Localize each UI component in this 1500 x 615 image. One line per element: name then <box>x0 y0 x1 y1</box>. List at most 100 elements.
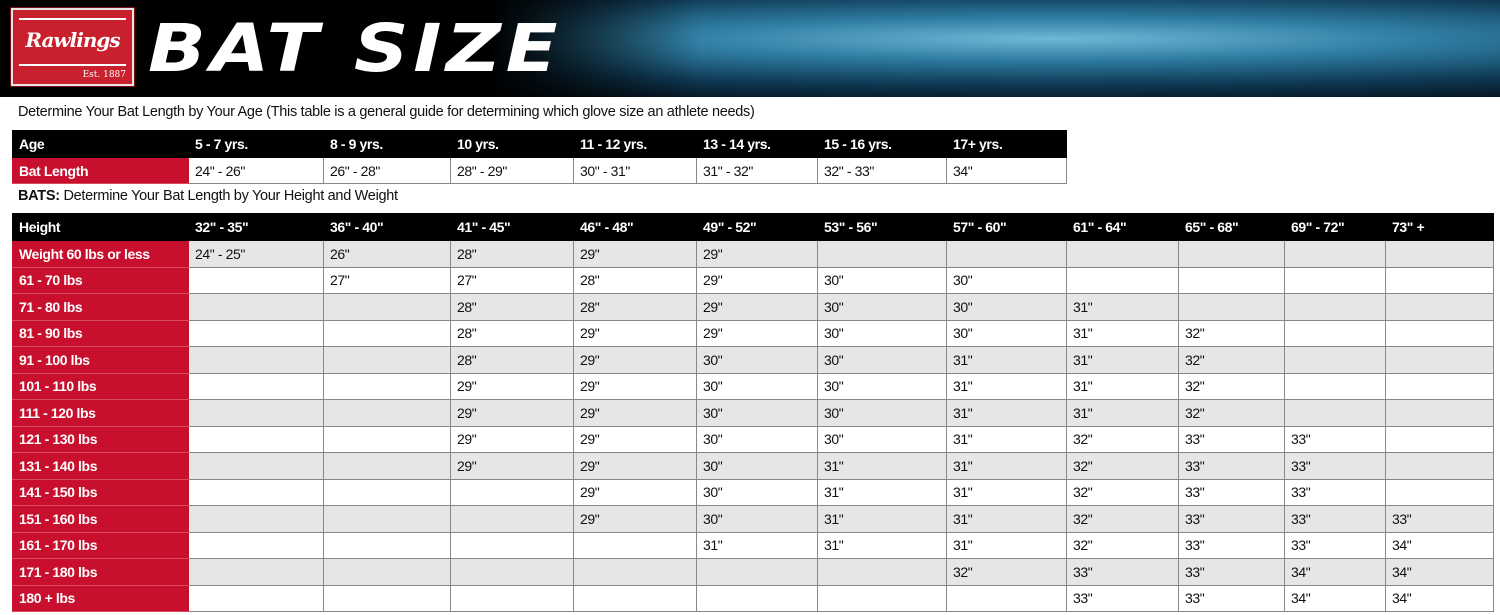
age-caption: Determine Your Bat Length by Your Age (T… <box>18 104 755 120</box>
weight-label: 121 - 130 lbs <box>12 425 189 453</box>
bat-length-cell <box>817 558 947 586</box>
bat-length-cell <box>188 399 324 427</box>
bat-length-cell <box>1385 452 1494 480</box>
bat-length-cell <box>323 346 451 374</box>
table-row: 121 - 130 lbs 29" 29" 30" 30" 31" 32" 33" 33" <box>12 425 1494 453</box>
table-row: 111 - 120 lbs 29" 29" 30" 30" 31" 31" 32" <box>12 399 1494 427</box>
bat-length-cell: 29" <box>696 266 818 294</box>
age-range: 10 yrs. <box>450 130 574 158</box>
height-range: 65" - 68" <box>1178 213 1285 241</box>
bat-length-cell <box>323 505 451 533</box>
bat-length-cell: 30" <box>946 266 1067 294</box>
bat-length-cell: 30" <box>817 266 947 294</box>
bat-length-cell <box>1178 266 1285 294</box>
weight-label: 171 - 180 lbs <box>12 558 189 586</box>
bat-length-cell: 29" <box>573 478 697 506</box>
height-range: 53" - 56" <box>817 213 947 241</box>
bat-length-cell <box>1284 293 1386 321</box>
brand-est: Est. 1887 <box>82 70 126 80</box>
bat-length-cell: 28" <box>450 346 574 374</box>
bat-length-cell <box>188 505 324 533</box>
bat-length-cell: 31" <box>946 531 1067 559</box>
bat-length-cell <box>188 372 324 400</box>
age-range: 8 - 9 yrs. <box>323 130 451 158</box>
bat-length-cell <box>323 425 451 453</box>
bat-length-cell: 33" <box>1178 584 1285 612</box>
weight-label: 180 + lbs <box>12 584 189 612</box>
bat-length-cell <box>1385 346 1494 374</box>
bat-length-cell: 28" <box>450 293 574 321</box>
bat-length-cell: 30" <box>946 293 1067 321</box>
height-range: 46" - 48" <box>573 213 697 241</box>
table-row: Weight 60 lbs or less 24" - 25" 26" 28" 29" 2… <box>12 240 1494 268</box>
bat-length-cell: 29" <box>696 293 818 321</box>
bat-length-cell: 33" <box>1178 478 1285 506</box>
height-range: 57" - 60" <box>946 213 1067 241</box>
bat-length-cell: 30" <box>696 399 818 427</box>
bat-length-cell: 32" <box>1066 452 1179 480</box>
bat-length-cell: 29" <box>450 399 574 427</box>
bat-length-cell <box>1385 266 1494 294</box>
bat-length-cell: 31" <box>946 505 1067 533</box>
bat-length-cell: 28" <box>573 266 697 294</box>
bat-length-cell: 31" <box>1066 346 1179 374</box>
bat-length-cell <box>450 478 574 506</box>
bat-length-cell: 32" <box>1066 478 1179 506</box>
bat-length-cell: 30" <box>696 346 818 374</box>
bat-length-cell <box>450 531 574 559</box>
bat-length-cell <box>1385 425 1494 453</box>
bat-length-cell: 31" <box>946 372 1067 400</box>
bat-length-cell: 29" <box>573 240 697 268</box>
bat-length-cell: 29" <box>573 372 697 400</box>
bat-length-cell <box>1284 346 1386 374</box>
table-row: 81 - 90 lbs 28" 29" 29" 30" 30" 31" 32" <box>12 319 1494 347</box>
bat-length-cell <box>573 584 697 612</box>
table-row: 151 - 160 lbs 29" 30" 31" 31" 32" 33" 33" 33" <box>12 505 1494 533</box>
age-range: 15 - 16 yrs. <box>817 130 947 158</box>
height-weight-table: Height 32" - 35" 36" - 40" 41" - 45" 46" - … <box>12 213 1494 612</box>
table-row: 171 - 180 lbs 32" 33" 33" 34" 34" <box>12 558 1494 586</box>
weight-label: 91 - 100 lbs <box>12 346 189 374</box>
bat-length-value: 34" <box>946 157 1067 184</box>
bat-length-cell <box>450 505 574 533</box>
height-corner-label: Height <box>12 213 189 241</box>
bat-length-cell <box>573 558 697 586</box>
bat-length-row: Bat Length 24" - 26" 26" - 28" 28" - 29" 30… <box>12 157 1067 184</box>
bat-length-cell: 28" <box>573 293 697 321</box>
bat-length-value: 26" - 28" <box>323 157 451 184</box>
height-range: 69" - 72" <box>1284 213 1386 241</box>
brand-name: Rawlings <box>25 28 120 52</box>
weight-label: 141 - 150 lbs <box>12 478 189 506</box>
bat-length-cell <box>188 584 324 612</box>
bat-length-cell: 30" <box>817 319 947 347</box>
bat-length-cell <box>188 478 324 506</box>
rawlings-logo: Rawlings Est. 1887 <box>10 7 135 87</box>
height-range: 36" - 40" <box>323 213 451 241</box>
bat-length-cell: 24" - 25" <box>188 240 324 268</box>
bat-length-cell: 29" <box>450 425 574 453</box>
bat-length-cell: 28" <box>450 319 574 347</box>
age-table: Age 5 - 7 yrs. 8 - 9 yrs. 10 yrs. 11 - 12 y… <box>12 130 1067 184</box>
bat-length-cell: 34" <box>1284 584 1386 612</box>
bat-length-cell: 30" <box>696 478 818 506</box>
bat-length-cell: 29" <box>573 505 697 533</box>
age-label: Age <box>12 130 189 158</box>
bat-length-value: 32" - 33" <box>817 157 947 184</box>
height-range: 73" + <box>1385 213 1494 241</box>
bat-length-cell: 34" <box>1385 558 1494 586</box>
bat-length-cell: 30" <box>946 319 1067 347</box>
weight-label: 61 - 70 lbs <box>12 266 189 294</box>
bat-length-cell <box>1385 478 1494 506</box>
bat-length-cell: 34" <box>1385 584 1494 612</box>
bat-length-cell: 33" <box>1178 505 1285 533</box>
bat-length-cell: 31" <box>946 425 1067 453</box>
bat-length-cell <box>1066 240 1179 268</box>
bat-length-cell <box>188 531 324 559</box>
bats-caption-text: Determine Your Bat Length by Your Height… <box>59 188 398 204</box>
bat-length-cell: 31" <box>817 452 947 480</box>
bat-length-cell <box>188 293 324 321</box>
bat-length-cell <box>1284 240 1386 268</box>
bat-length-cell <box>323 452 451 480</box>
bat-length-cell: 30" <box>696 425 818 453</box>
bat-length-cell: 34" <box>1385 531 1494 559</box>
